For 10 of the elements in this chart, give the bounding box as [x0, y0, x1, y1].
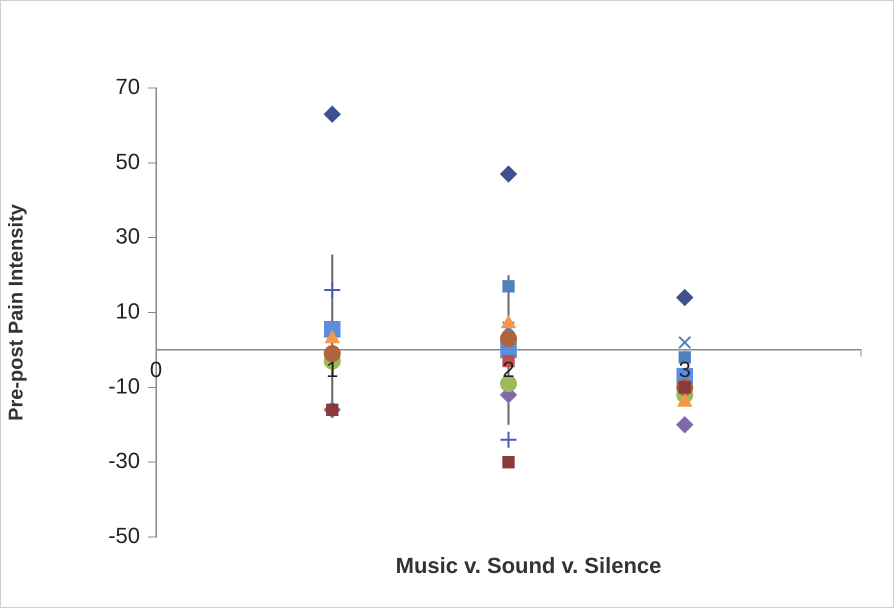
x-axis-title: Music v. Sound v. Silence [396, 553, 662, 578]
y-tick-label: 30 [116, 224, 140, 249]
y-tick-label: 70 [116, 74, 140, 100]
x-tick-label: 0 [150, 357, 162, 382]
y-tick-label: 50 [116, 148, 140, 174]
y-tick-label: -30 [108, 448, 140, 474]
y-tick-label: 10 [116, 298, 140, 324]
y-tick-label: -50 [108, 523, 140, 548]
y-tick-label: -10 [108, 373, 140, 398]
y-axis-title: Pre-post Pain Intensity [6, 203, 28, 421]
